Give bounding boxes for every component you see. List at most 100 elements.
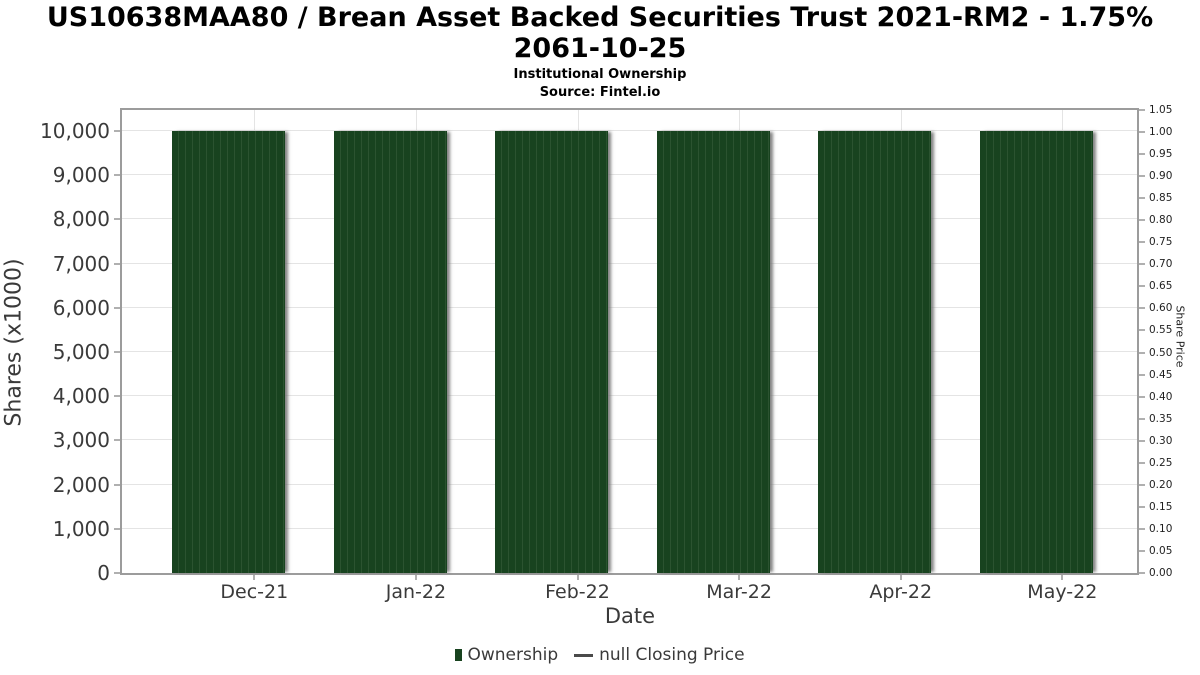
right-axis-tick <box>1139 527 1145 530</box>
left-axis-title: Shares (x1000) <box>1 258 27 427</box>
x-axis-tick <box>899 575 902 580</box>
x-axis-tick <box>738 575 741 580</box>
chart-source-note: Source: Fintel.io <box>539 85 661 100</box>
left-axis-tick-label: 10,000 <box>40 119 110 143</box>
right-axis-tick-label: 0.45 <box>1149 368 1173 381</box>
right-axis-tick <box>1139 439 1145 442</box>
x-axis-tick-label: May-22 <box>1027 581 1098 603</box>
right-axis-tick-label: 0.25 <box>1149 456 1173 469</box>
left-axis-tick <box>114 130 120 132</box>
left-axis-tick <box>114 483 120 486</box>
left-axis-tick-label: 8,000 <box>52 207 110 232</box>
chart-title: US10638MAA80 / Brean Asset Backed Securi… <box>46 2 1154 64</box>
x-axis-tick-label: Mar-22 <box>706 581 772 603</box>
closing-price-legend-label: null Closing Price <box>599 645 745 665</box>
right-axis-tick <box>1139 483 1145 486</box>
right-axis-tick <box>1139 461 1145 464</box>
right-axis-tick <box>1139 109 1145 111</box>
right-axis-tick <box>1139 197 1145 200</box>
ownership-bar <box>333 131 447 573</box>
left-axis-tick <box>114 262 120 265</box>
left-axis-tick-label: 4,000 <box>52 384 110 409</box>
gridline-h <box>122 262 1137 264</box>
left-axis-tick-label: 3,000 <box>52 428 110 453</box>
ownership-bar <box>980 131 1093 573</box>
x-axis-tick <box>414 575 417 580</box>
right-axis-tick-label: 0.30 <box>1149 434 1173 447</box>
right-axis-tick-label: 0.75 <box>1149 236 1173 249</box>
right-axis-tick-label: 0.70 <box>1149 258 1173 271</box>
right-axis-tick <box>1139 307 1145 310</box>
gridline-h <box>122 218 1137 220</box>
left-axis-tick <box>114 572 120 574</box>
legend: Ownership null Closing Price <box>0 642 1200 668</box>
right-axis-tick-label: 0.10 <box>1149 522 1173 535</box>
right-axis-tick-label: 0.15 <box>1149 500 1173 513</box>
right-axis-tick <box>1139 417 1145 420</box>
right-axis-tick-label: 0.90 <box>1149 170 1173 183</box>
left-axis-tick-label: 7,000 <box>52 251 110 276</box>
right-axis-tick <box>1139 263 1145 266</box>
left-axis-tick-label: 0 <box>97 561 110 585</box>
gridline-h <box>122 439 1137 441</box>
right-axis-tick <box>1139 549 1145 552</box>
gridline-h <box>122 395 1137 397</box>
left-axis-tick <box>114 306 120 309</box>
right-axis-tick <box>1139 285 1145 288</box>
x-axis-tick <box>576 575 579 580</box>
x-axis-tick-label: Feb-22 <box>545 581 610 603</box>
right-axis-tick-label: 0.35 <box>1149 412 1173 425</box>
right-axis-tick <box>1139 131 1145 134</box>
right-axis-tick <box>1139 219 1145 222</box>
gridline-h <box>122 483 1137 485</box>
gridline-h <box>122 306 1137 308</box>
gridline-h <box>122 130 1137 131</box>
right-axis-tick-label: 0.60 <box>1149 302 1173 315</box>
left-axis-tick-label: 2,000 <box>52 472 110 497</box>
right-axis-tick-label: 0.50 <box>1149 346 1173 359</box>
plot-area <box>120 108 1139 575</box>
x-axis-tick-label: Jan-22 <box>385 581 447 603</box>
right-axis-tick <box>1139 505 1145 508</box>
right-axis-tick-label: 1.00 <box>1149 126 1173 139</box>
right-axis-tick-label: 1.05 <box>1149 104 1173 116</box>
left-axis-tick <box>114 527 120 530</box>
right-axis-tick <box>1139 572 1145 574</box>
left-axis-tick-label: 5,000 <box>52 340 110 364</box>
right-axis-tick-label: 0.65 <box>1149 280 1173 293</box>
right-axis-tick <box>1139 175 1145 178</box>
right-axis-tick-label: 0.95 <box>1149 148 1173 161</box>
right-axis-tick-label: 0.85 <box>1149 192 1173 205</box>
gridline-h <box>122 527 1137 529</box>
gridline-h <box>122 351 1137 352</box>
right-axis-tick-label: 0.80 <box>1149 214 1173 227</box>
x-axis-tick-label: Apr-22 <box>869 581 933 603</box>
x-axis-tick <box>253 575 256 580</box>
closing-price-legend-marker-icon <box>574 653 594 657</box>
right-axis-tick-label: 0.40 <box>1149 390 1173 403</box>
right-axis-tick-label: 0.00 <box>1149 567 1173 579</box>
left-axis-tick <box>114 439 120 442</box>
ownership-bar <box>656 131 770 573</box>
right-axis-tick-label: 0.55 <box>1149 324 1173 337</box>
right-axis-tick-label: 0.20 <box>1149 478 1173 491</box>
left-axis-tick <box>114 218 120 221</box>
ownership-bar <box>495 131 609 573</box>
right-axis-tick <box>1139 395 1145 398</box>
chart-subtitle: Institutional Ownership <box>513 67 687 82</box>
right-axis-tick <box>1139 329 1145 332</box>
left-axis-tick <box>114 395 120 398</box>
right-axis-tick <box>1139 153 1145 156</box>
left-axis-tick-label: 6,000 <box>52 295 110 320</box>
gridline-h <box>122 174 1137 176</box>
ownership-bar <box>172 131 285 573</box>
ownership-legend-label: Ownership <box>467 645 559 665</box>
left-axis-tick <box>114 351 120 353</box>
x-axis-title: Date <box>604 604 656 628</box>
right-axis-tick <box>1139 351 1145 354</box>
right-axis-tick <box>1139 241 1145 244</box>
right-axis-tick-label: 0.05 <box>1149 544 1173 557</box>
ownership-legend-marker-icon <box>455 649 463 661</box>
left-axis-tick <box>114 174 120 177</box>
